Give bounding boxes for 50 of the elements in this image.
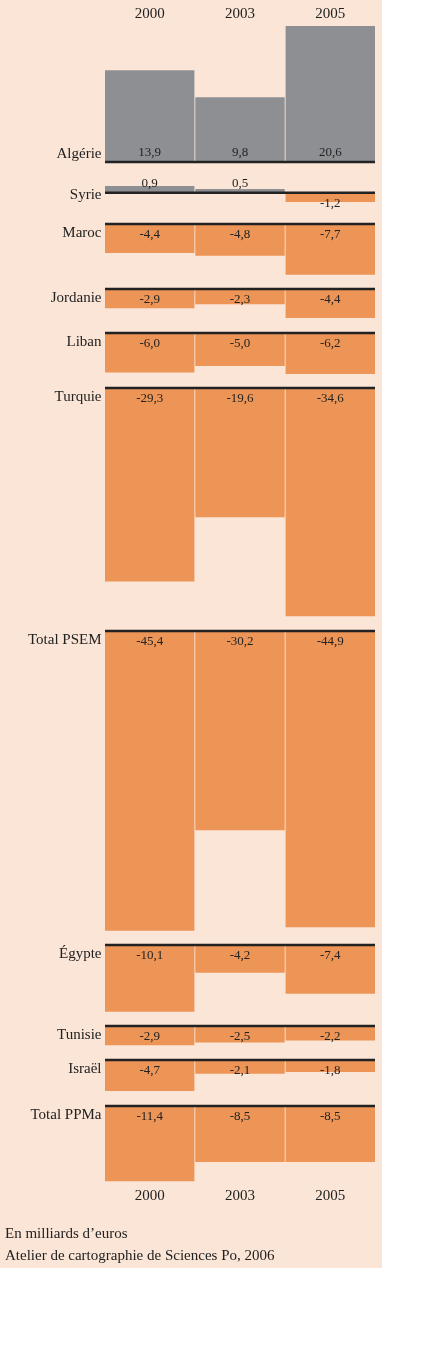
data-label: 13,9 [138, 143, 162, 159]
data-label: -6,2 [320, 335, 341, 350]
x-tick-label: 2003 [225, 1186, 255, 1203]
chart-title: Jordanie [50, 288, 102, 305]
chart-title: Syrie [69, 185, 102, 202]
data-label: -6,0 [139, 335, 160, 350]
data-label: -10,1 [136, 947, 164, 962]
data-label: -4,7 [139, 1062, 161, 1077]
chart-title: Liban [66, 332, 102, 349]
chart-title: Total PPMa [30, 1105, 102, 1122]
data-label: -4,8 [229, 226, 251, 241]
data-label: -5,0 [229, 335, 251, 350]
x-tick-label: 2005 [315, 4, 346, 21]
data-label: -11,4 [136, 1108, 164, 1123]
data-label: -2,9 [139, 291, 160, 306]
data-label: -8,5 [320, 1108, 341, 1123]
data-label: -2,9 [139, 1028, 160, 1043]
data-label: -7,7 [320, 226, 342, 241]
data-label: -2,3 [229, 291, 251, 306]
data-label: 0,9 [141, 174, 158, 190]
data-label: -2,5 [229, 1028, 251, 1043]
chart-title: Égypte [59, 944, 102, 961]
data-label: -4,4 [320, 291, 342, 306]
chart-title: Israël [68, 1059, 102, 1076]
data-label: -2,1 [229, 1062, 251, 1077]
data-label: -44,9 [316, 633, 344, 648]
data-label: -19,6 [226, 390, 255, 405]
data-label: -2,2 [320, 1028, 341, 1043]
data-label: -29,3 [136, 390, 164, 405]
chart-title: Turquie [54, 387, 102, 404]
x-tick-label: 2003 [225, 4, 255, 21]
chart-title: Total PSEM [27, 630, 102, 647]
data-label: -30,2 [226, 633, 254, 648]
x-tick-label: 2005 [315, 1186, 346, 1203]
text: Atelier de cartographie de Sciences Po, 2006 [5, 1247, 275, 1263]
data-label: -8,5 [229, 1108, 251, 1123]
text: Algérie [56, 145, 102, 162]
data-label: 0,5 [231, 174, 249, 190]
data-label: 20,6 [318, 143, 343, 159]
chart-title: Tunisie [57, 1025, 102, 1042]
chart-title: Maroc [62, 223, 102, 240]
x-tick-label: 2000 [134, 1186, 165, 1203]
text: En milliards d’euros [5, 1225, 128, 1241]
data-label: 9,8 [231, 143, 249, 159]
data-label: -4,4 [139, 226, 161, 241]
x-tick-label: 2000 [134, 4, 165, 21]
data-label: -34,6 [316, 390, 345, 405]
data-label: -7,4 [320, 947, 342, 962]
data-label: -4,2 [229, 947, 251, 962]
data-label: -45,4 [136, 633, 164, 648]
